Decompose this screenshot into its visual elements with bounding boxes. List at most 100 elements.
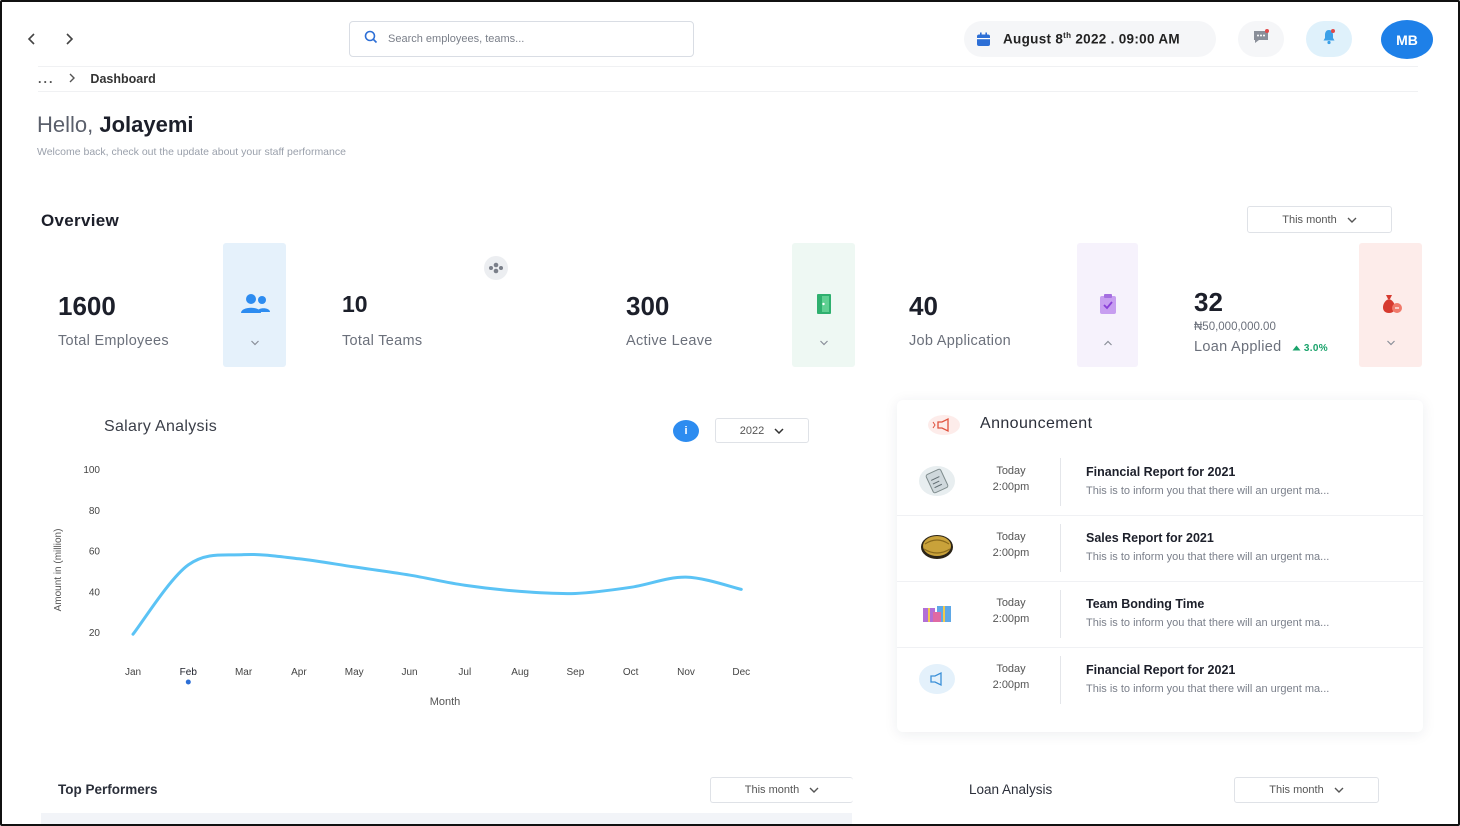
announcement-time: Today 2:00pm xyxy=(992,597,1030,625)
divider xyxy=(1060,458,1061,506)
loan-amount: ₦50,000,000.00 xyxy=(1194,321,1276,333)
top-performers-period-select[interactable]: This month xyxy=(710,777,853,803)
announcement-item-title: Financial Report for 2021 xyxy=(1086,663,1236,677)
announcement-time: Today 2:00pm xyxy=(992,531,1030,559)
avatar[interactable]: MB xyxy=(1381,20,1433,59)
announcement-title: Announcement xyxy=(980,415,1093,432)
stat-value-loans: 32 xyxy=(1194,287,1223,317)
salary-series-line xyxy=(131,552,743,636)
search-bar[interactable] xyxy=(349,21,694,57)
y-tick-label: 80 xyxy=(89,506,101,517)
chevron-up-icon xyxy=(1103,338,1112,349)
divider xyxy=(1060,590,1061,638)
x-tick-label[interactable]: Aug xyxy=(511,667,529,678)
announcement-item-desc: This is to inform you that there will an… xyxy=(1086,485,1330,497)
y-tick-label: 40 xyxy=(89,587,101,598)
announcement-item-desc: This is to inform you that there will an… xyxy=(1086,617,1330,629)
x-tick-label[interactable]: Sep xyxy=(567,667,585,678)
megaphone-icon xyxy=(919,664,955,694)
y-axis-label: Amount in (million) xyxy=(53,529,64,612)
search-icon xyxy=(364,30,378,49)
x-tick-label[interactable]: Jun xyxy=(401,667,417,678)
stat-value-jobs: 40 xyxy=(909,291,938,321)
salary-chart: Amount in (million) 20 40 60 80 100 Jan Feb Ma… xyxy=(53,465,750,708)
stat-label-teams: Total Teams xyxy=(342,333,423,349)
datetime-display: August 8th 2022 . 09:00 AM xyxy=(964,21,1216,57)
selected-month-marker xyxy=(185,679,191,685)
search-input[interactable] xyxy=(388,33,668,45)
x-tick-label[interactable]: Nov xyxy=(677,667,695,678)
clipboard-icon xyxy=(1099,293,1117,320)
announcement-item-desc: This is to inform you that there will an… xyxy=(1086,683,1330,695)
chevron-down-icon xyxy=(1347,214,1357,226)
x-tick-label[interactable]: Dec xyxy=(732,667,750,678)
x-tick-label[interactable]: Jul xyxy=(458,667,471,678)
team-icon[interactable] xyxy=(481,256,511,285)
announcement-item[interactable]: Today 2:00pm Financial Report for 2021 Th… xyxy=(897,450,1423,516)
loan-analysis-title: Loan Analysis xyxy=(969,782,1053,797)
chevron-down-icon xyxy=(809,784,819,796)
announcement-item[interactable]: Today 2:00pm Financial Report for 2021 Th… xyxy=(897,648,1423,714)
x-tick-label[interactable]: Mar xyxy=(235,667,253,678)
stat-side-employees[interactable] xyxy=(223,243,286,367)
chevron-right-icon xyxy=(68,72,76,86)
info-icon[interactable]: i xyxy=(673,420,699,442)
chevron-down-icon xyxy=(1386,338,1395,349)
divider xyxy=(1060,524,1061,572)
stat-value-leave: 300 xyxy=(626,291,670,321)
notifications-button[interactable] xyxy=(1306,21,1352,57)
chat-icon xyxy=(1252,28,1270,50)
chevron-down-icon xyxy=(819,338,828,349)
chevron-down-icon xyxy=(1334,784,1344,796)
stat-side-loans[interactable] xyxy=(1359,243,1422,367)
chevron-right-icon[interactable] xyxy=(59,28,79,50)
stat-label-loans: Loan Applied 3.0% xyxy=(1194,339,1328,355)
announcement-item-title: Financial Report for 2021 xyxy=(1086,465,1236,479)
stat-value-teams: 10 xyxy=(342,291,368,317)
breadcrumb-current[interactable]: Dashboard xyxy=(90,72,156,86)
bell-icon xyxy=(1321,28,1337,50)
x-tick-label[interactable]: May xyxy=(345,667,364,678)
overview-period-select[interactable]: This month xyxy=(1247,206,1392,233)
chevron-left-icon[interactable] xyxy=(22,28,42,50)
top-performers-table-header xyxy=(41,813,852,824)
x-tick-label[interactable]: Apr xyxy=(291,667,307,678)
announcement-item[interactable]: Today 2:00pm Team Bonding Time This is to… xyxy=(897,582,1423,648)
announcement-item[interactable]: Today 2:00pm Sales Report for 2021 This i… xyxy=(897,516,1423,582)
x-tick-label[interactable]: Feb xyxy=(180,667,198,678)
page-title: Hello, Jolayemi xyxy=(37,112,194,137)
salary-analysis-title: Salary Analysis xyxy=(104,418,217,435)
announcement-item-title: Sales Report for 2021 xyxy=(1086,531,1214,545)
x-tick-label[interactable]: Jan xyxy=(125,667,141,678)
divider xyxy=(1060,656,1061,704)
announcement-time: Today 2:00pm xyxy=(992,465,1030,493)
megaphone-icon xyxy=(927,414,961,441)
page-subtitle: Welcome back, check out the update about… xyxy=(37,146,346,158)
stat-label-jobs: Job Application xyxy=(909,333,1012,349)
gift-icon xyxy=(919,598,955,628)
user-name: Jolayemi xyxy=(99,112,194,137)
messages-button[interactable] xyxy=(1238,21,1284,57)
announcement-item-title: Team Bonding Time xyxy=(1086,597,1205,611)
loan-analysis-period-select[interactable]: This month xyxy=(1234,777,1379,803)
chevron-down-icon xyxy=(250,338,259,349)
announcement-header: Announcement xyxy=(897,400,1423,450)
sales-icon xyxy=(919,532,955,562)
breadcrumb-more[interactable]: ... xyxy=(38,72,55,86)
y-tick-label: 60 xyxy=(89,547,101,558)
announcement-card: Announcement Today 2:00pm Financial Repor… xyxy=(897,400,1423,732)
overview-title: Overview xyxy=(41,211,120,230)
x-tick-label[interactable]: Oct xyxy=(623,667,639,678)
year-select[interactable]: 2022 xyxy=(715,418,809,443)
stat-side-leave[interactable] xyxy=(792,243,855,367)
chevron-down-icon xyxy=(774,425,784,437)
stat-side-jobs[interactable] xyxy=(1077,243,1138,367)
datetime-text: August 8th 2022 . 09:00 AM xyxy=(1003,31,1180,47)
y-tick-label: 20 xyxy=(89,628,101,639)
users-icon xyxy=(239,293,271,320)
announcement-time: Today 2:00pm xyxy=(992,663,1030,691)
announcement-item-desc: This is to inform you that there will an… xyxy=(1086,551,1330,563)
calendar-icon xyxy=(976,32,991,47)
door-icon xyxy=(815,293,833,320)
